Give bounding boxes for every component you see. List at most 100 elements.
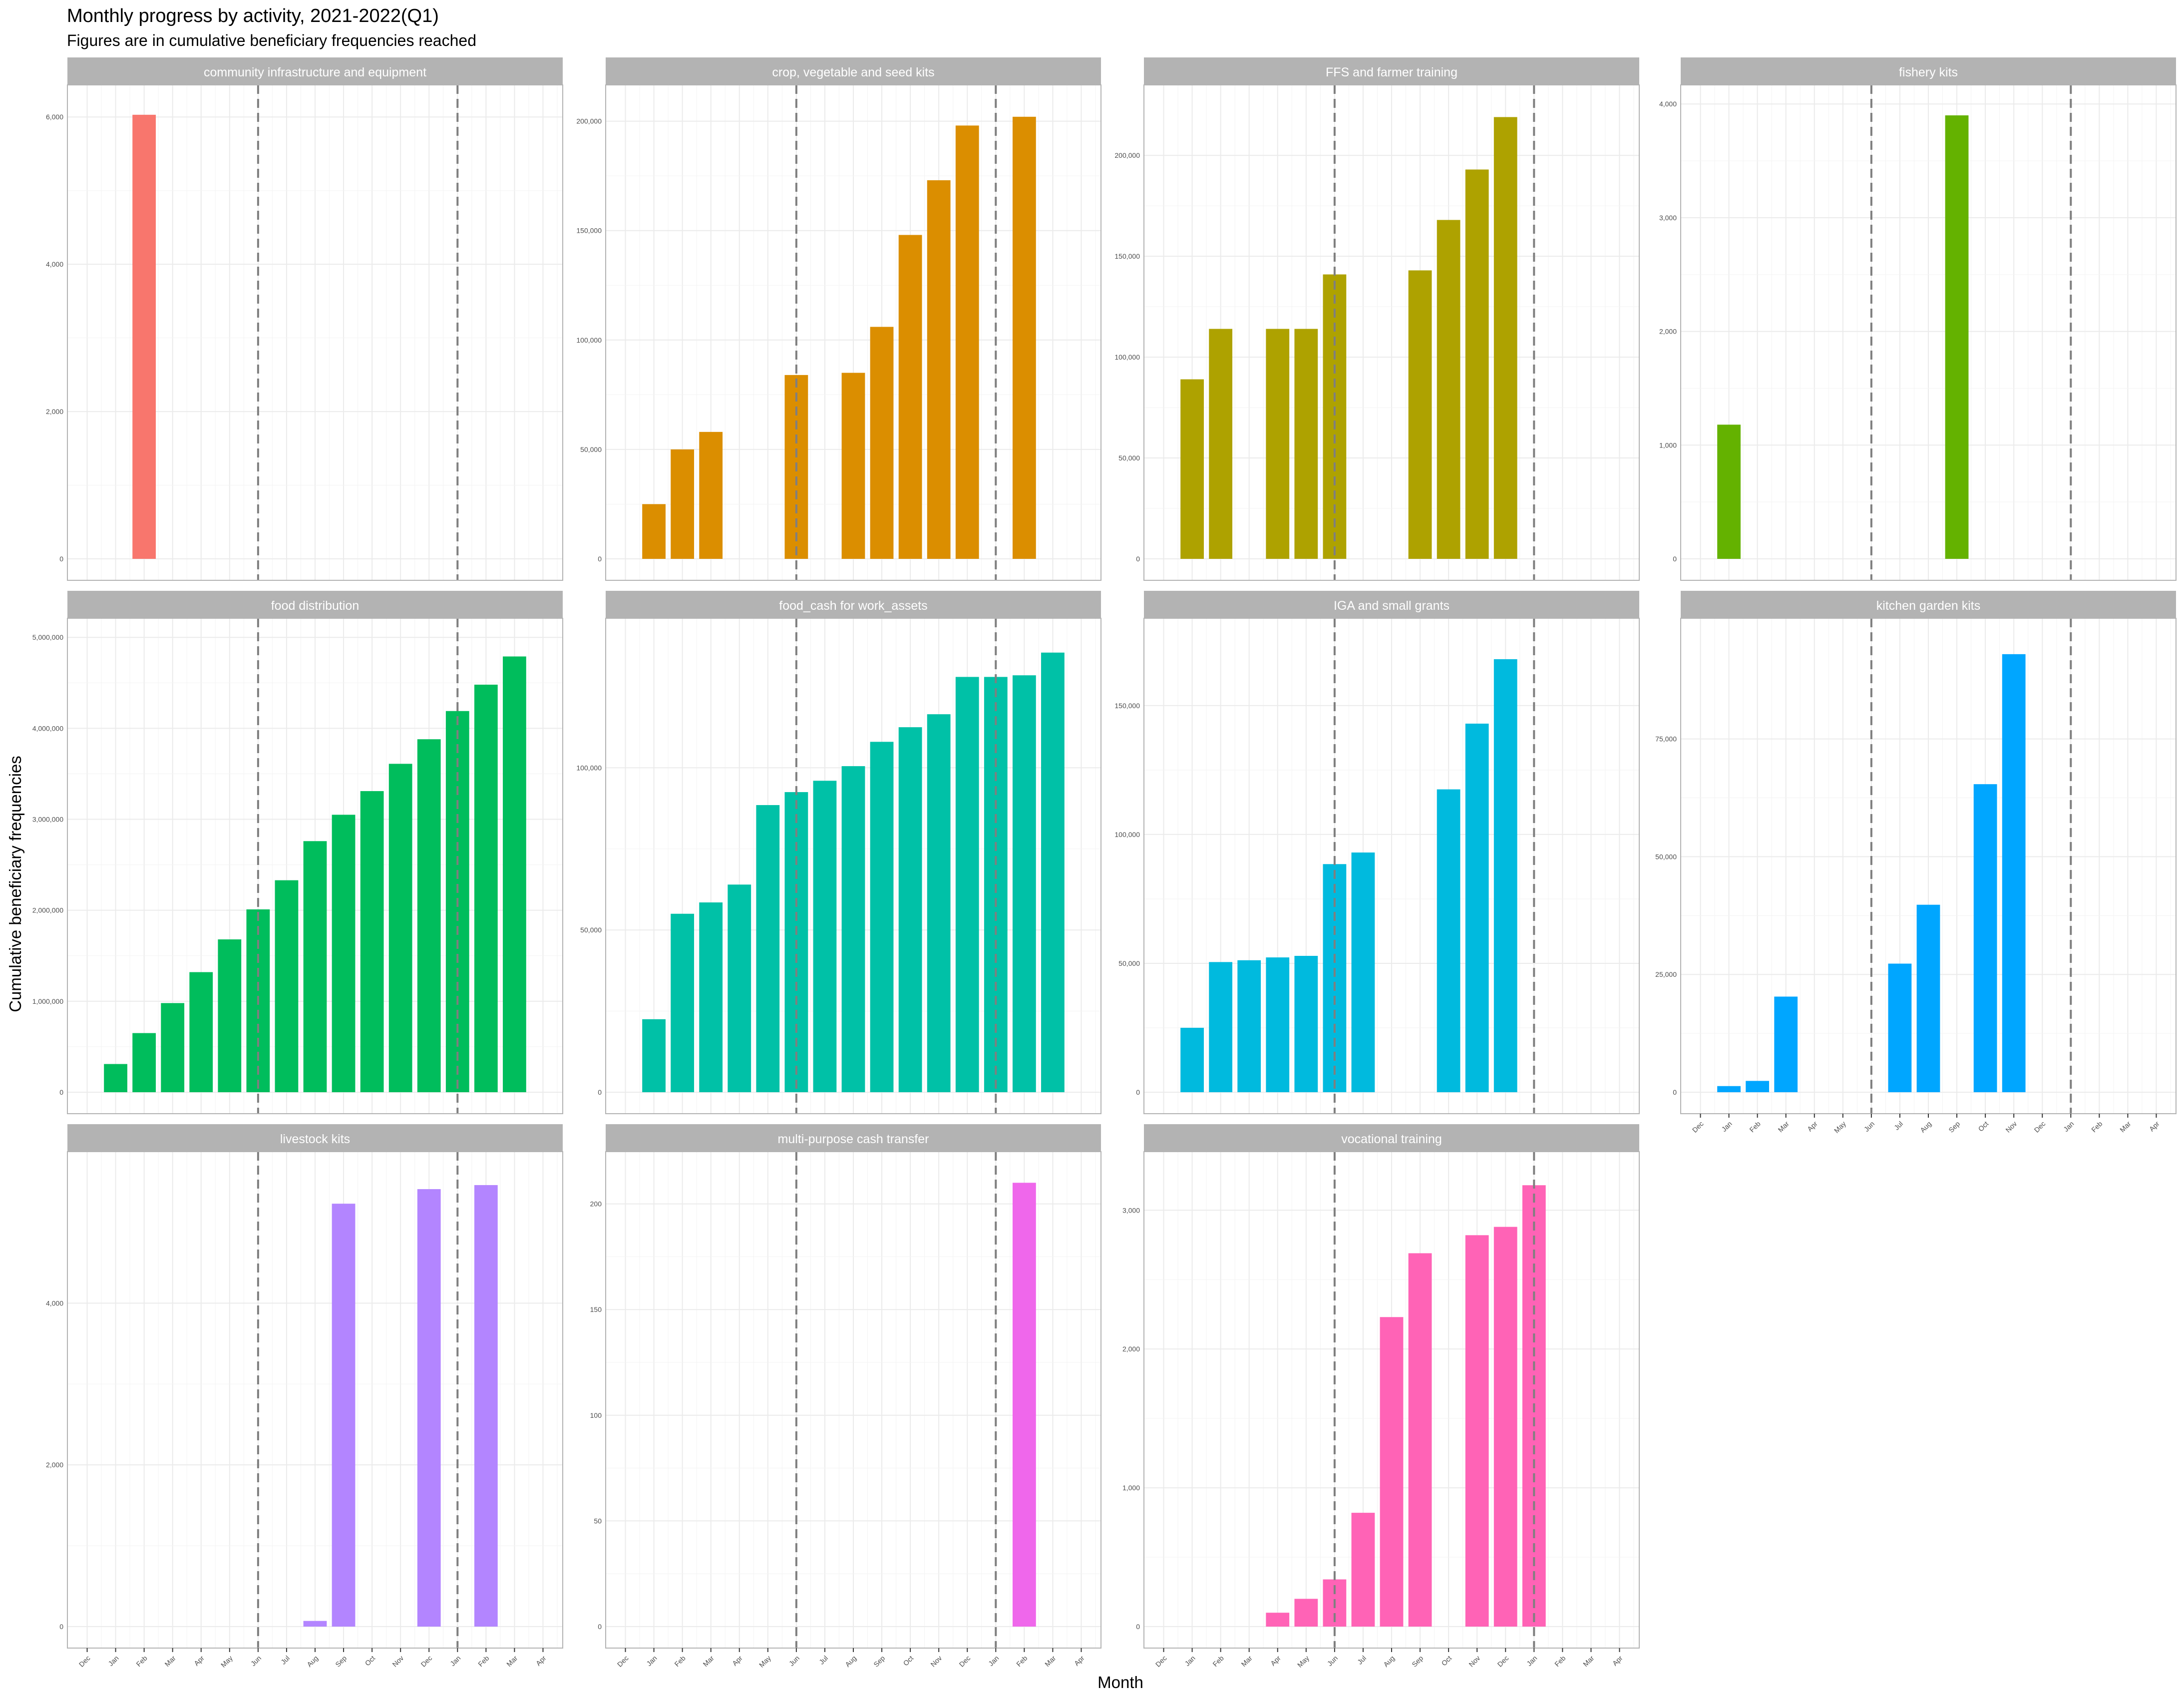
bar: [1012, 675, 1036, 1092]
facet-strip: [1681, 591, 2176, 618]
bar: [1294, 955, 1318, 1092]
panel-border: [1680, 84, 2177, 581]
facet-strip: [67, 57, 563, 85]
facet-strip: [67, 1124, 563, 1152]
bar: [671, 449, 695, 559]
bar: [1888, 963, 1912, 1092]
facet-strip-label: kitchen garden kits: [1876, 599, 1980, 613]
y-tick-label: 0: [1136, 1088, 1140, 1096]
facet-strip-label: food distribution: [271, 599, 360, 613]
bar: [218, 939, 242, 1092]
y-tick-label: 50,000: [580, 445, 602, 453]
bar: [699, 431, 723, 559]
x-axis-title: Month: [1097, 1673, 1143, 1692]
y-tick-label: 50,000: [1655, 852, 1677, 860]
bar: [474, 1185, 498, 1627]
y-tick-label: 50,000: [1118, 959, 1140, 967]
bar: [955, 677, 979, 1092]
y-tick-label: 3,000: [1122, 1206, 1140, 1214]
bar: [1380, 1317, 1404, 1627]
y-tick-label: 2,000,000: [32, 906, 63, 914]
bar: [1351, 852, 1375, 1092]
bar: [1973, 784, 1997, 1092]
bar: [1209, 962, 1233, 1092]
facet-strip-label: community infrastructure and equipment: [204, 65, 426, 79]
y-axis-title: Cumulative beneficiary frequencies: [6, 756, 24, 1012]
bar: [898, 235, 922, 559]
bar: [699, 902, 723, 1092]
y-tick-label: 2,000: [46, 408, 63, 416]
bar: [1945, 115, 1969, 559]
facet-strip-label: crop, vegetable and seed kits: [772, 65, 934, 79]
y-tick-label: 1,000,000: [32, 997, 63, 1005]
bar: [642, 1019, 666, 1092]
y-tick-label: 100: [590, 1411, 602, 1419]
facet-strip: [1681, 57, 2176, 85]
y-tick-label: 50,000: [1118, 454, 1140, 462]
bar: [1493, 659, 1517, 1092]
facet-strip: [606, 1124, 1101, 1152]
y-tick-label: 2,000: [46, 1461, 63, 1469]
facet-panel: food_cash for work_assets 0 50,000 100,000: [576, 591, 1101, 1114]
panel-border: [1143, 84, 1640, 581]
facet-strip-label: IGA and small grants: [1334, 599, 1450, 613]
bar: [2002, 654, 2026, 1092]
facet-strip-label: food_cash for work_assets: [779, 599, 927, 613]
bar: [927, 180, 951, 559]
y-tick-label: 75,000: [1655, 735, 1677, 743]
panel-border: [605, 84, 1101, 581]
facet-strip-label: fishery kits: [1899, 65, 1958, 79]
facet-strip: [1144, 591, 1639, 618]
bar: [161, 1003, 185, 1092]
y-tick-label: 6,000: [46, 113, 63, 121]
facet-strip: [606, 57, 1101, 85]
y-tick-label: 4,000: [1659, 100, 1677, 108]
y-tick-label: 150: [590, 1305, 602, 1313]
y-tick-label: 100,000: [576, 764, 602, 772]
facet-strip: [606, 591, 1101, 618]
panel-border: [1143, 618, 1640, 1114]
bar: [1465, 169, 1489, 559]
bar: [1493, 1227, 1517, 1627]
y-tick-label: 4,000: [46, 260, 63, 268]
bar: [927, 714, 951, 1092]
y-tick-label: 150,000: [1114, 702, 1140, 710]
facet-panels: community infrastructure and equipment 0 2…: [32, 57, 2177, 1669]
bar: [104, 1064, 127, 1092]
y-tick-label: 3,000: [1659, 214, 1677, 222]
y-tick-label: 0: [598, 1623, 602, 1631]
y-tick-label: 2,000: [1122, 1345, 1140, 1353]
y-tick-label: 1,000: [1659, 441, 1677, 449]
bar: [813, 781, 837, 1092]
y-tick-label: 0: [59, 1088, 63, 1096]
bar: [303, 841, 327, 1092]
bar: [1012, 1183, 1036, 1627]
bar: [503, 656, 526, 1092]
y-tick-label: 1,000: [1122, 1484, 1140, 1492]
bar: [1746, 1081, 1770, 1092]
bar: [1294, 329, 1318, 559]
bar: [1717, 1086, 1741, 1092]
y-tick-label: 200,000: [576, 117, 602, 125]
panel-border: [67, 618, 563, 1114]
bar: [1180, 1027, 1204, 1092]
y-tick-label: 0: [1673, 555, 1677, 563]
facet-panel: IGA and small grants 0 50,000 100,000 150,00…: [1114, 591, 1640, 1114]
bar: [1294, 1599, 1318, 1627]
y-tick-label: 0: [1136, 1623, 1140, 1631]
bar: [1408, 1253, 1432, 1627]
bar: [1180, 379, 1204, 559]
y-tick-label: 0: [59, 555, 63, 563]
facet-strip: [67, 591, 563, 618]
bar: [360, 791, 384, 1092]
facet-strip: [1144, 57, 1639, 85]
y-tick-label: 100,000: [576, 336, 602, 344]
bar: [955, 125, 979, 559]
bar: [417, 1189, 441, 1627]
facet-panel: fishery kits 0 1,000 2,000 3,000 4,000: [1659, 57, 2177, 581]
y-tick-label: 5,000,000: [32, 633, 63, 641]
y-tick-label: 25,000: [1655, 970, 1677, 978]
bar: [388, 764, 412, 1092]
bar: [1916, 904, 1940, 1092]
